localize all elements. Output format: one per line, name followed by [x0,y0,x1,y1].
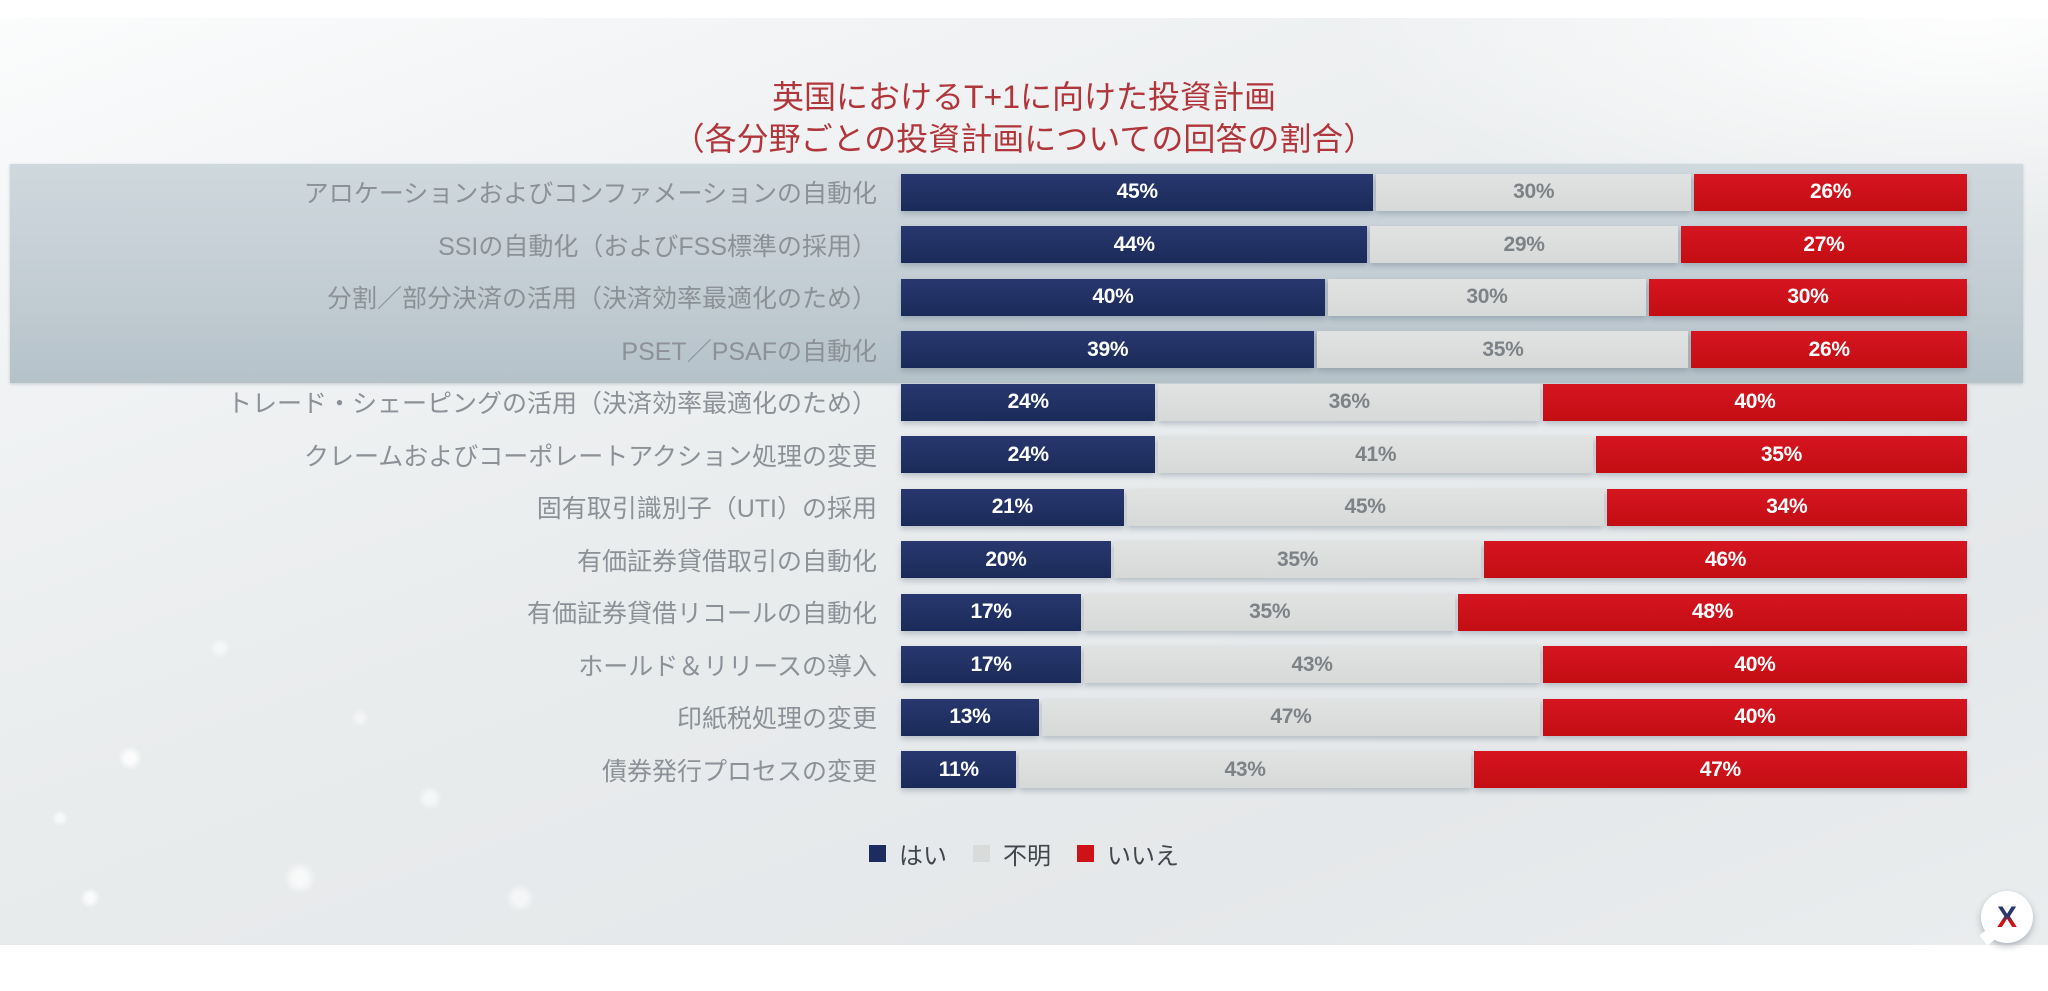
bar-segment-unknown: 45% [1126,488,1604,526]
bar-segment-no: 40% [1543,383,1967,421]
legend-label-no: いいえ [1107,843,1179,870]
chart-row: SSIの自動化（およびFSS標準の採用） 44% 29% 27% [0,219,2048,272]
bar-segment-no: 40% [1543,698,1967,736]
bar-segment-yes: 21% [901,488,1124,526]
bar-segment-yes: 40% [901,278,1325,316]
bar-segment-yes: 20% [901,541,1111,579]
stacked-bar: 24% 36% 40% [901,383,1967,421]
bar-segment-no: 40% [1543,646,1967,684]
stacked-bar: 13% 47% 40% [901,698,1967,736]
legend-label-unknown: 不明 [1003,843,1051,870]
bar-segment-yes: 24% [901,383,1156,421]
row-label: 有価証券貸借取引の自動化 [576,547,877,576]
bar-segment-yes: 11% [901,751,1017,789]
stacked-bar: 39% 35% 26% [901,331,1967,369]
bar-segment-yes: 45% [901,173,1374,211]
bar-segment-unknown: 30% [1328,278,1646,316]
bar-segment-no: 26% [1691,331,1967,369]
chart-row: ホールド＆リリースの導入 17% 43% 40% [0,639,2048,692]
bar-segment-unknown: 35% [1113,541,1482,579]
bar-segment-unknown: 36% [1158,383,1540,421]
chart-row: 分割／部分決済の活用（決済効率最適化のため） 40% 30% 30% [0,271,2048,324]
row-label: ホールド＆リリースの導入 [578,652,877,681]
x-logo-badge[interactable]: X [1981,891,2033,943]
bar-segment-no: 46% [1484,541,1967,579]
chart-row: トレード・シェーピングの活用（決済効率最適化のため） 24% 36% 40% [0,376,2048,429]
row-label: 固有取引識別子（UTI）の採用 [536,495,877,524]
legend-label-yes: はい [899,843,947,870]
row-label: PSET／PSAFの自動化 [621,337,877,366]
bar-segment-unknown: 35% [1317,331,1689,369]
bar-segment-no: 34% [1606,488,1967,526]
row-label: 債券発行プロセスの変更 [601,757,877,786]
stacked-bar: 24% 41% 35% [901,436,1967,474]
bar-segment-yes: 24% [901,436,1156,474]
bar-segment-no: 48% [1458,593,1967,631]
chart-row: 有価証券貸借取引の自動化 20% 35% 46% [0,534,2048,587]
chart-title-line2: （各分野ごとの投資計画についての回答の割合） [672,121,1376,157]
bar-segment-unknown: 43% [1019,751,1471,789]
row-label: 分割／部分決済の活用（決済効率最適化のため） [326,285,877,314]
chart-row: アロケーションおよびコンファメーションの自動化 45% 30% 26% [0,166,2048,219]
row-label: トレード・シェーピングの活用（決済効率最適化のため） [226,390,877,419]
row-label: 有価証券貸借リコールの自動化 [526,600,877,629]
stacked-bar: 20% 35% 46% [901,541,1967,579]
bar-segment-unknown: 47% [1041,698,1540,736]
stacked-bar-chart: アロケーションおよびコンファメーションの自動化 45% 30% 26% SSIの自動化（… [0,166,2048,796]
stacked-bar: 44% 29% 27% [901,226,1968,264]
bar-segment-unknown: 41% [1158,436,1593,474]
stacked-bar: 11% 43% 47% [901,751,1967,789]
chart-row: クレームおよびコーポレートアクション処理の変更 24% 41% 35% [0,429,2048,482]
row-label: クレームおよびコーポレートアクション処理の変更 [303,442,877,471]
bar-segment-yes: 39% [901,331,1315,369]
row-label: SSIの自動化（およびFSS標準の採用） [438,232,877,261]
bar-segment-yes: 13% [901,698,1039,736]
row-label: アロケーションおよびコンファメーションの自動化 [303,180,877,209]
svg-text:X: X [1997,901,2017,934]
legend-item-yes: はい [869,836,947,871]
x-logo-icon: X [1997,901,2017,934]
legend-swatch-unknown [973,845,990,862]
bar-segment-yes: 17% [901,646,1082,684]
legend-swatch-yes [869,845,886,862]
stacked-bar: 45% 30% 26% [901,173,1967,211]
legend-item-no: いいえ [1077,836,1179,871]
bar-segment-yes: 44% [901,226,1368,264]
chart-title-line1: 英国におけるT+1に向けた投資計画 [771,79,1277,115]
stacked-bar: 17% 35% 48% [901,593,1967,631]
legend-swatch-no [1077,845,1094,862]
bar-segment-unknown: 29% [1370,226,1678,264]
bar-segment-no: 35% [1596,436,1967,474]
stacked-bar: 17% 43% 40% [901,646,1967,684]
bar-segment-unknown: 30% [1376,173,1692,211]
bar-segment-no: 26% [1694,173,1967,211]
bar-segment-no: 27% [1680,226,1968,264]
bar-segment-unknown: 35% [1084,593,1456,631]
row-label: 印紙税処理の変更 [676,705,877,734]
bar-segment-yes: 17% [901,593,1082,631]
bar-segment-unknown: 43% [1084,646,1540,684]
legend-item-unknown: 不明 [973,836,1051,871]
stacked-bar: 21% 45% 34% [901,488,1967,526]
bar-segment-no: 47% [1473,751,1967,789]
chart-legend: はい 不明 いいえ [0,836,2048,871]
bar-segment-no: 30% [1649,278,1967,316]
chart-title: 英国におけるT+1に向けた投資計画 （各分野ごとの投資計画についての回答の割合） [0,76,2048,160]
chart-row: 債券発行プロセスの変更 11% 43% 47% [0,744,2048,797]
chart-row: 固有取引識別子（UTI）の採用 21% 45% 34% [0,481,2048,534]
stacked-bar: 40% 30% 30% [901,278,1967,316]
chart-row: 印紙税処理の変更 13% 47% 40% [0,691,2048,744]
chart-row: 有価証券貸借リコールの自動化 17% 35% 48% [0,586,2048,639]
chart-row: PSET／PSAFの自動化 39% 35% 26% [0,324,2048,377]
